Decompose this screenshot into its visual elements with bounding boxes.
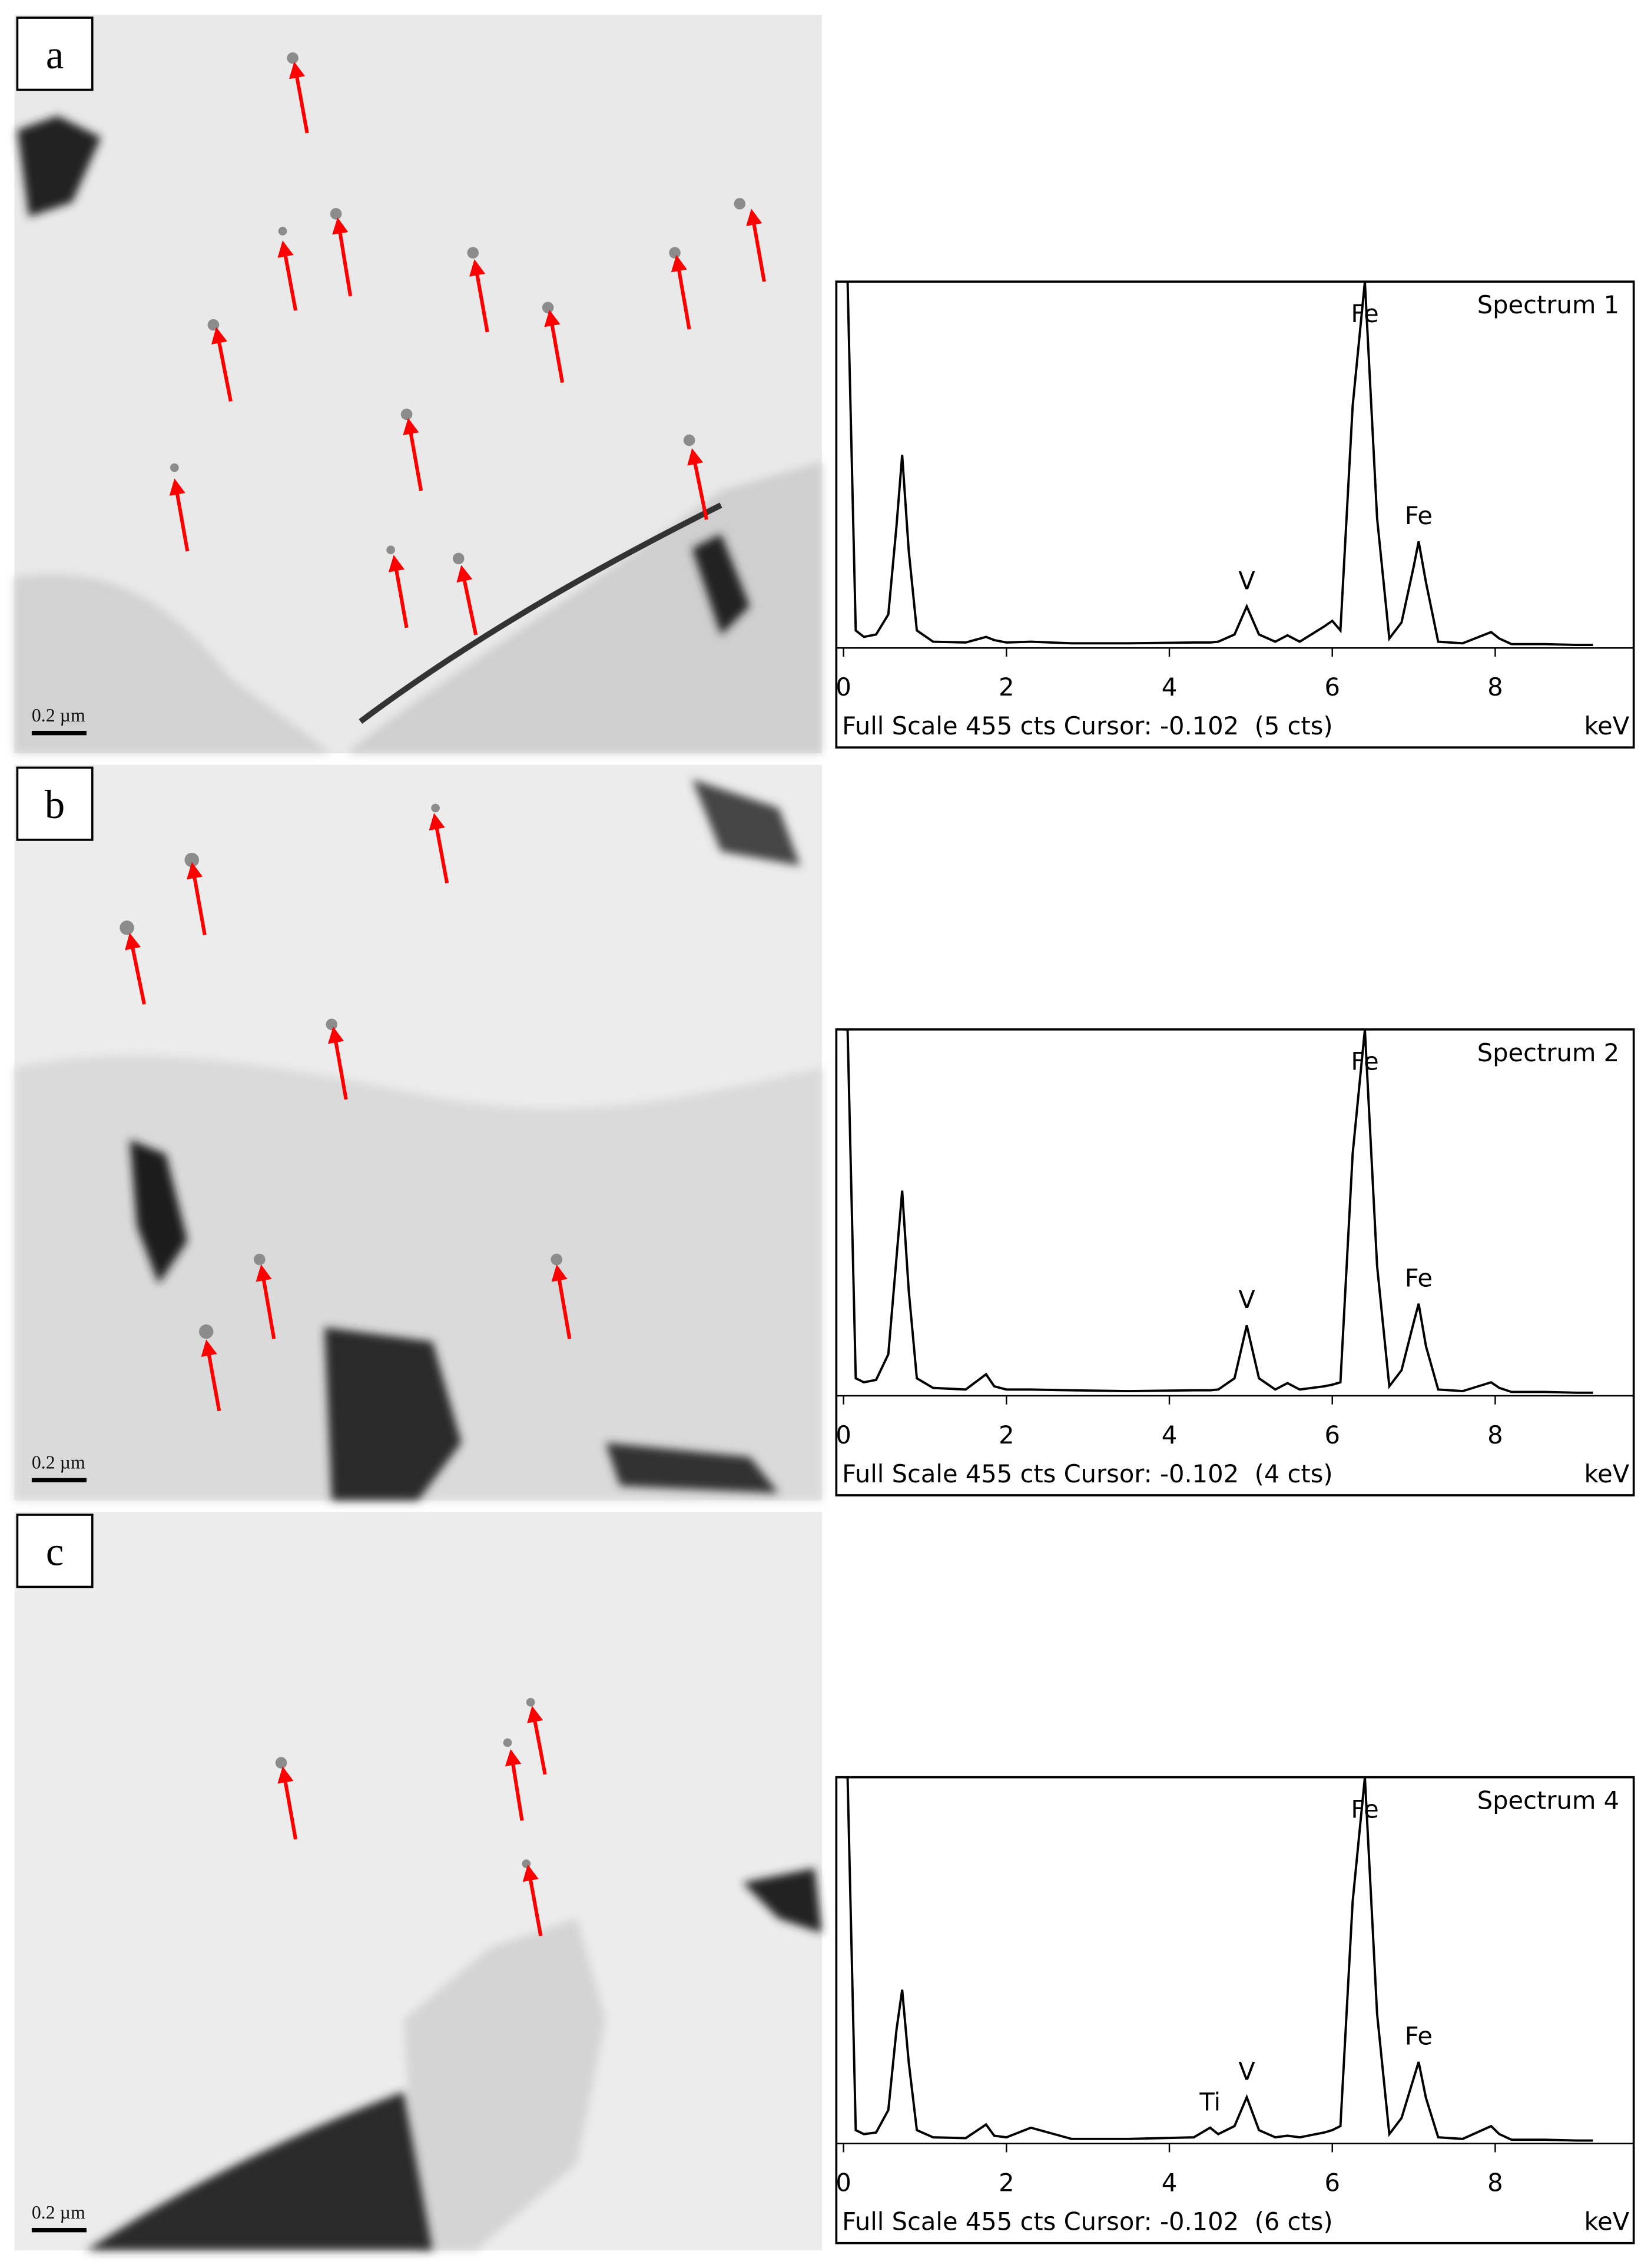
arrows <box>125 61 766 1936</box>
spectrum-chart: 0 2 4 6 8 Spectrum 4 Full Scale 455 cts Cursor… <box>835 1776 1635 2244</box>
peak-label: Fe <box>1405 1263 1433 1292</box>
spectrum-chart: 0 2 4 6 8 Spectrum 1 Full Scale 455 cts Cursor… <box>835 280 1635 749</box>
x-tick-label: 2 <box>999 673 1014 701</box>
peak-label: Fe <box>1351 1047 1378 1076</box>
x-tick-label: 4 <box>1162 673 1177 701</box>
x-tick-label: 8 <box>1487 2168 1503 2197</box>
micrograph-c <box>14 1512 822 2250</box>
footer: Full Scale 455 cts Cursor: -0.102 (6 cts… <box>842 2207 1333 2236</box>
x-tick-label: 0 <box>836 1421 851 1449</box>
x-tick-label: 4 <box>1162 2168 1177 2197</box>
chart-title: Spectrum 4 <box>1477 1786 1619 1815</box>
peak-label: Ti <box>1199 2087 1221 2116</box>
x-tick-label: 6 <box>1324 2168 1340 2197</box>
scale-bar-label: 0.2 µm <box>32 705 85 726</box>
x-tick-label: 8 <box>1487 1421 1503 1449</box>
panel-a-label: a <box>16 16 94 91</box>
spectrum-line <box>843 1029 1593 1394</box>
x-tick-label: 0 <box>836 2168 851 2197</box>
x-tick-label: 2 <box>999 2168 1014 2197</box>
micrograph-a <box>14 15 822 753</box>
x-axis-label: keV <box>1584 2207 1630 2236</box>
x-tick-label: 6 <box>1324 673 1340 701</box>
x-axis-label: keV <box>1584 1459 1630 1488</box>
panel-label: b <box>45 782 65 827</box>
scale-bar-label: 0.2 µm <box>32 2202 85 2223</box>
x-axis-label: keV <box>1584 711 1630 740</box>
panel-c-label: c <box>16 1514 94 1588</box>
peak-label: V <box>1238 2057 1255 2086</box>
spectrum-chart: 0 2 4 6 8 Spectrum 2 Full Scale 455 cts Cursor… <box>835 1028 1635 1496</box>
spectra: 0 2 4 6 8 Spectrum 1 Full Scale 455 cts Cursor… <box>835 280 1635 2244</box>
panel-label: a <box>46 32 64 77</box>
peak-label: Fe <box>1405 501 1433 530</box>
peak-label: V <box>1238 1285 1255 1314</box>
chart-frame <box>835 280 1635 749</box>
footer: Full Scale 455 cts Cursor: -0.102 (4 cts… <box>842 1459 1333 1488</box>
spectrum-line <box>843 1777 1593 2142</box>
x-tick-label: 2 <box>999 1421 1014 1449</box>
footer: Full Scale 455 cts Cursor: -0.102 (5 cts… <box>842 711 1333 740</box>
peak-label: Fe <box>1351 1794 1378 1823</box>
chart-frame <box>835 1776 1635 2244</box>
x-tick-label: 6 <box>1324 1421 1340 1449</box>
x-tick-label: 0 <box>836 673 851 701</box>
panel-b-label: b <box>16 766 94 841</box>
chart-frame <box>835 1028 1635 1496</box>
peak-label: Fe <box>1351 299 1378 328</box>
chart-title: Spectrum 2 <box>1477 1038 1619 1067</box>
chart-title: Spectrum 1 <box>1477 290 1619 319</box>
x-tick-label: 4 <box>1162 1421 1177 1449</box>
x-tick-label: 8 <box>1487 673 1503 701</box>
peak-label: Fe <box>1405 2022 1433 2051</box>
scale-bar-label: 0.2 µm <box>32 1452 85 1473</box>
panel-label: c <box>46 1529 64 1574</box>
micrograph-b <box>14 764 822 1501</box>
peak-label: V <box>1238 566 1255 595</box>
spectrum-line <box>843 282 1593 647</box>
